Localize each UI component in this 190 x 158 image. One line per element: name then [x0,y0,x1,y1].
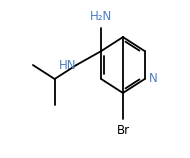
Text: H₂N: H₂N [90,10,112,23]
Text: HN: HN [59,58,76,72]
Text: N: N [149,73,158,85]
Text: Br: Br [116,124,130,137]
